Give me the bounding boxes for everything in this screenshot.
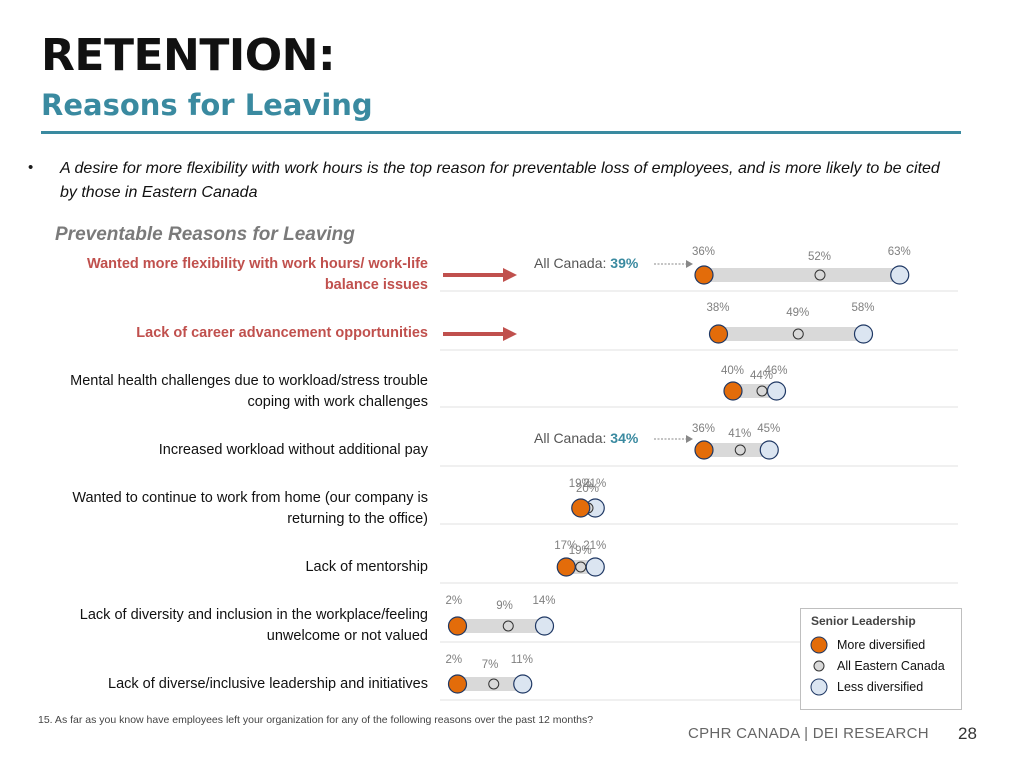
legend-swatch-more <box>810 636 828 654</box>
value-label-all: 41% <box>728 428 751 440</box>
legend-title: Senior Leadership <box>811 614 916 628</box>
value-label-less: 14% <box>533 595 556 607</box>
value-label-all: 20% <box>576 483 599 495</box>
value-label-less: 21% <box>583 540 606 552</box>
legend-swatches <box>810 636 828 696</box>
footnote: 15. As far as you know have employees le… <box>38 714 594 726</box>
value-label-all: 49% <box>786 307 809 319</box>
all-canada-arrow-head <box>686 435 693 443</box>
all-canada-label: All Canada: 39% <box>534 255 639 271</box>
point-all-eastern <box>792 328 804 340</box>
value-label-more: 36% <box>692 423 715 435</box>
legend-item-less: Less diversified <box>837 680 924 694</box>
point-more-diversified <box>447 616 468 636</box>
point-all-eastern <box>575 561 587 573</box>
value-label-all: 44% <box>750 370 773 382</box>
value-label-less: 63% <box>888 246 911 258</box>
page-title: RETENTION: <box>41 30 336 81</box>
point-more-diversified <box>571 498 591 518</box>
value-label-more: 2% <box>446 654 463 666</box>
point-all-eastern <box>488 678 500 690</box>
value-label-more: 17% <box>554 540 577 552</box>
value-label-less: 46% <box>765 365 788 377</box>
value-label-all: 7% <box>482 659 499 671</box>
point-less-diversified <box>766 381 787 401</box>
point-all-eastern <box>756 385 768 397</box>
point-less-diversified <box>853 324 874 344</box>
chart-title: Preventable Reasons for Leaving <box>55 224 355 245</box>
all-canada-arrow-head <box>686 260 693 268</box>
row-label-mentorship: Lack of mentorship <box>305 559 428 575</box>
legend-swatch-less <box>810 678 828 696</box>
point-less-diversified <box>759 440 779 460</box>
point-less-diversified <box>513 674 533 694</box>
all-canada-label: All Canada: 34% <box>534 430 639 446</box>
point-more-diversified <box>447 674 468 694</box>
row-label-wfh: Wanted to continue to work from home (ou… <box>72 490 428 527</box>
value-label-less: 21% <box>583 478 606 490</box>
point-less-diversified <box>585 557 605 577</box>
highlight-arrow-head <box>503 268 517 282</box>
point-more-diversified <box>694 265 714 285</box>
row-label-career: Lack of career advancement opportunities <box>136 325 428 341</box>
value-label-all: 9% <box>496 600 513 612</box>
value-label-less: 58% <box>852 302 875 314</box>
chart-legend: Senior Leadership More diversified All E… <box>800 608 962 710</box>
value-label-more: 2% <box>446 595 463 607</box>
page-subtitle: Reasons for Leaving <box>41 88 373 122</box>
key-finding: A desire for more flexibility with work … <box>60 160 940 201</box>
value-label-less: 11% <box>511 654 533 666</box>
range-bar <box>718 327 864 341</box>
point-more-diversified <box>694 440 714 460</box>
bullet-marker: • <box>28 159 34 176</box>
point-more-diversified <box>723 381 743 401</box>
point-all-eastern <box>734 444 746 456</box>
row-label-leadership: Lack of diverse/inclusive leadership and… <box>108 676 428 692</box>
value-label-more: 38% <box>707 302 730 314</box>
title-divider <box>41 131 961 134</box>
page-number: 28 <box>958 724 977 743</box>
legend-swatch-all <box>813 660 825 672</box>
value-label-all: 52% <box>808 251 831 263</box>
point-all-eastern <box>814 269 826 281</box>
point-less-diversified <box>534 616 555 636</box>
range-bar <box>457 619 545 633</box>
row-label-workload: Increased workload without additional pa… <box>158 442 428 458</box>
value-label-less: 45% <box>757 423 780 435</box>
highlight-arrow-head <box>503 327 517 341</box>
point-more-diversified <box>708 324 729 344</box>
point-more-diversified <box>556 557 576 577</box>
row-label-mental-health: Mental health challenges due to workload… <box>70 373 428 410</box>
legend-item-more: More diversified <box>837 638 926 652</box>
value-label-more: 19% <box>569 478 592 490</box>
value-label-more: 36% <box>692 246 715 258</box>
footer-brand: CPHR CANADA | DEI RESEARCH <box>688 725 929 742</box>
range-bar <box>704 268 900 282</box>
row-label-diversity: Lack of diversity and inclusion in the w… <box>79 607 428 644</box>
legend-item-all: All Eastern Canada <box>837 659 945 673</box>
value-label-all: 19% <box>569 545 592 557</box>
row-label-flexibility: Wanted more flexibility with work hours/… <box>86 256 428 293</box>
value-label-more: 40% <box>721 365 744 377</box>
point-all-eastern <box>502 620 514 632</box>
point-less-diversified <box>890 265 910 285</box>
